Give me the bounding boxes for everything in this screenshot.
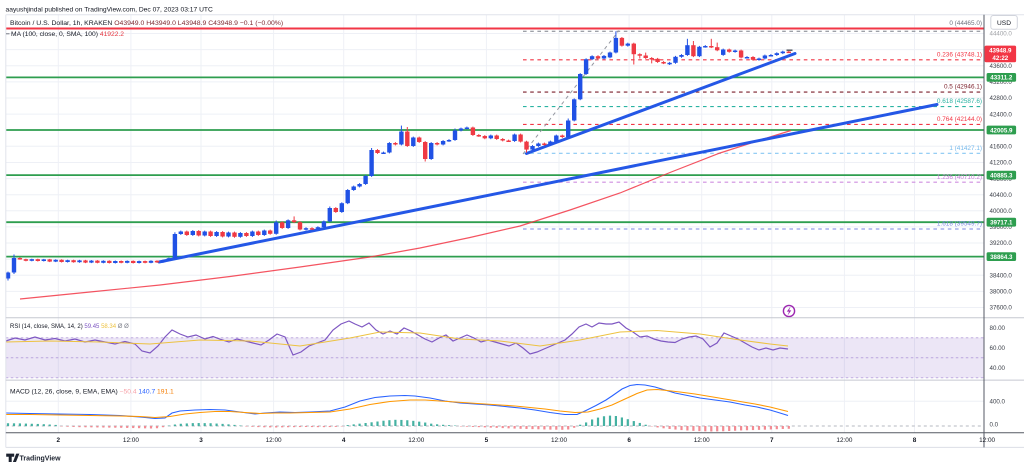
svg-text:12:00: 12:00 bbox=[979, 437, 995, 444]
svg-text:44400.0: 44400.0 bbox=[990, 31, 1013, 38]
svg-text:40885.3: 40885.3 bbox=[990, 172, 1013, 179]
svg-text:43200.0: 43200.0 bbox=[990, 79, 1013, 86]
svg-text:12:00: 12:00 bbox=[266, 437, 282, 444]
svg-text:MA (100, close, 0, SMA, 100) 4: MA (100, close, 0, SMA, 100) 41922.2 bbox=[11, 31, 124, 38]
svg-text:39600.0: 39600.0 bbox=[990, 224, 1013, 231]
svg-text:80.00: 80.00 bbox=[990, 325, 1006, 332]
svg-text:12:00: 12:00 bbox=[836, 437, 852, 444]
svg-text:1.236 (40710.2): 1.236 (40710.2) bbox=[937, 174, 982, 181]
svg-text:40000.0: 40000.0 bbox=[990, 208, 1013, 215]
svg-text:41200.0: 41200.0 bbox=[990, 160, 1013, 167]
svg-text:4: 4 bbox=[342, 437, 346, 444]
svg-text:USD: USD bbox=[997, 20, 1011, 27]
svg-text:42400.0: 42400.0 bbox=[990, 111, 1013, 118]
svg-text:12:00: 12:00 bbox=[551, 437, 567, 444]
svg-text:TradingView: TradingView bbox=[20, 456, 62, 463]
svg-text:2: 2 bbox=[57, 437, 61, 444]
svg-text:6: 6 bbox=[627, 437, 631, 444]
svg-text:40.00: 40.00 bbox=[990, 365, 1006, 372]
svg-text:38400.0: 38400.0 bbox=[990, 273, 1013, 280]
svg-text:43311.2: 43311.2 bbox=[990, 75, 1013, 82]
svg-text:41600.0: 41600.0 bbox=[990, 144, 1013, 151]
svg-text:7: 7 bbox=[770, 437, 774, 444]
svg-text:38864.3: 38864.3 bbox=[990, 254, 1013, 261]
svg-text:RSI (14, close, SMA, 14, 2) 59: RSI (14, close, SMA, 14, 2) 59.45 58.34 … bbox=[10, 324, 129, 330]
svg-text:0.5 (42946.1): 0.5 (42946.1) bbox=[944, 84, 982, 91]
svg-text:8: 8 bbox=[913, 437, 917, 444]
svg-text:12:00: 12:00 bbox=[694, 437, 710, 444]
svg-text:MACD (12, 26, close, 9, EMA, E: MACD (12, 26, close, 9, EMA, EMA) −50.4 … bbox=[10, 388, 174, 395]
svg-text:5: 5 bbox=[485, 437, 489, 444]
svg-text:42:22: 42:22 bbox=[992, 55, 1008, 62]
svg-text:12:00: 12:00 bbox=[123, 437, 139, 444]
svg-text:3: 3 bbox=[199, 437, 203, 444]
svg-text:37600.0: 37600.0 bbox=[990, 305, 1013, 312]
svg-text:0 (44465.0): 0 (44465.0) bbox=[949, 20, 982, 27]
svg-text:43948.9: 43948.9 bbox=[989, 48, 1012, 55]
svg-text:60.00: 60.00 bbox=[990, 345, 1006, 352]
svg-text:1 (41427.1): 1 (41427.1) bbox=[949, 145, 982, 152]
svg-text:42005.9: 42005.9 bbox=[990, 127, 1013, 134]
svg-text:0.764 (42144.0): 0.764 (42144.0) bbox=[937, 116, 982, 123]
svg-text:Bitcoin / U.S. Dollar, 1h, KRA: Bitcoin / U.S. Dollar, 1h, KRAKEN O43949… bbox=[10, 20, 283, 27]
svg-text:42800.0: 42800.0 bbox=[990, 95, 1013, 102]
svg-text:0.236 (43748.1): 0.236 (43748.1) bbox=[937, 51, 982, 58]
svg-text:aayushjindal published on Trad: aayushjindal published on TradingView.co… bbox=[6, 6, 213, 13]
svg-text:0.0: 0.0 bbox=[990, 421, 999, 428]
svg-text:39717.1: 39717.1 bbox=[990, 220, 1013, 227]
svg-text:43600.0: 43600.0 bbox=[990, 63, 1013, 70]
svg-text:38000.0: 38000.0 bbox=[990, 289, 1013, 296]
svg-text:1.618 (39549.7): 1.618 (39549.7) bbox=[937, 221, 982, 228]
svg-text:0.618 (42587.6): 0.618 (42587.6) bbox=[937, 98, 982, 105]
svg-text:400.0: 400.0 bbox=[990, 399, 1006, 406]
svg-text:40400.0: 40400.0 bbox=[990, 192, 1013, 199]
svg-text:39200.0: 39200.0 bbox=[990, 240, 1013, 247]
svg-text:12:00: 12:00 bbox=[408, 437, 424, 444]
